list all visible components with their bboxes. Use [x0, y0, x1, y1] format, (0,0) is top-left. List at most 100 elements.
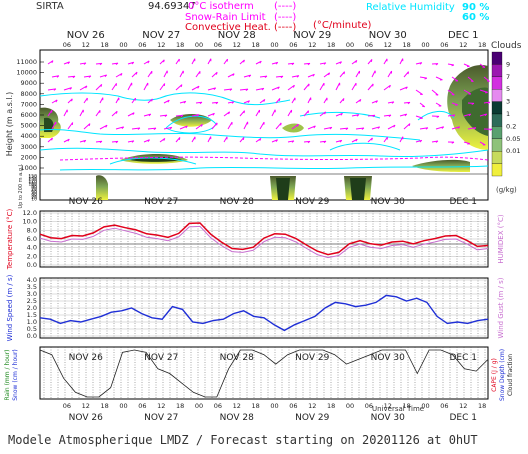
colorbar-swatch [492, 126, 502, 138]
wind-arrow-head [373, 84, 374, 86]
hour-label: 06 [138, 41, 146, 49]
colorbar-unit: (g/kg) [496, 186, 517, 194]
day-label: DEC 1 [450, 413, 478, 423]
wind-gust-axis-label: Wind Gust (m / s) [497, 277, 505, 338]
day-label: NOV 28 [220, 353, 254, 363]
colorbar-label: 0.2 [506, 122, 516, 130]
temperature-tick-label: 4.0 [27, 244, 37, 252]
wind-speed-axis-label: Wind Speed (m / s) [6, 274, 14, 341]
hour-label: 00 [346, 402, 354, 410]
wind-tick-labels: 4.03.53.02.52.01.51.00.50.0 [27, 276, 37, 340]
day-label: NOV 30 [369, 30, 407, 41]
height-tick-label: 3000 [20, 143, 37, 151]
wind-arrow-head [408, 72, 409, 74]
colorbar-swatch [492, 102, 502, 114]
wind-arrow-head [281, 123, 282, 125]
hour-label: 00 [119, 402, 127, 410]
hour-label: 06 [440, 402, 448, 410]
station-name: SIRTA [36, 1, 64, 12]
hour-label: 18 [402, 41, 410, 49]
height-axis-label-low: Up to 200 m a.g.l. [18, 163, 24, 208]
hour-label: 18 [100, 41, 108, 49]
snow-axis-label: Snow (cm / hour) [12, 349, 19, 401]
colorbar-label: 1 [506, 110, 510, 118]
wind-arrow-head [164, 60, 165, 62]
day-label: NOV 29 [295, 197, 329, 207]
cloud-blob [276, 178, 290, 200]
hour-label: 12 [157, 402, 165, 410]
hour-label: 00 [421, 41, 429, 49]
hour-label: 12 [308, 402, 316, 410]
colorbar-label: 0.05 [506, 135, 520, 143]
legend-rh-60: 60 % [462, 12, 489, 23]
hour-label: 06 [214, 402, 222, 410]
colorbar-label: 5 [506, 85, 510, 93]
hour-label: 18 [327, 41, 335, 49]
wind-arrow-head [467, 144, 469, 145]
wind-arrow-head [308, 111, 309, 113]
wind-arrow-head [72, 99, 73, 101]
height-tick-label: 6000 [20, 111, 37, 119]
day-label: DEC 1 [450, 353, 478, 363]
legend-isotherm-dash: (----) [274, 1, 296, 12]
temperature-tick-label: 2.0 [27, 252, 37, 260]
height-tick-label: 4000 [20, 132, 37, 140]
cape-axis-label: CAPE (J / g) [491, 358, 498, 392]
day-label: DEC 1 [450, 197, 478, 207]
humidex-axis-label: HUMIDEX (°C) [497, 214, 505, 263]
temperature-tick-labels: 12.010.08.06.04.02.00.0 [23, 209, 37, 269]
hour-label: 00 [346, 41, 354, 49]
hour-label: 18 [478, 402, 486, 410]
temperature-axis-label: Temperature (°C) [6, 209, 14, 271]
hour-label: 00 [270, 41, 278, 49]
forecast-title: Modele Atmospherique LMDZ / Forecast sta… [8, 433, 478, 447]
legend-rh: Relative Humidity [366, 2, 455, 13]
hour-label: 06 [63, 402, 71, 410]
hour-label: 06 [289, 41, 297, 49]
hour-label: 06 [63, 41, 71, 49]
colorbar-swatch [492, 114, 502, 126]
hour-label: 18 [251, 41, 259, 49]
hour-label: 18 [176, 402, 184, 410]
day-label: NOV 30 [371, 197, 405, 207]
day-label: NOV 26 [69, 197, 103, 207]
day-label: NOV 28 [220, 413, 254, 423]
hour-label: 12 [157, 41, 165, 49]
wind-arrow-head [101, 84, 102, 86]
colorbar-label: 3 [506, 98, 510, 106]
day-label: NOV 28 [218, 30, 256, 41]
wind-panel: 4.03.53.02.52.01.51.00.50.0 Wind Speed (… [6, 274, 505, 341]
hour-label: 12 [82, 41, 90, 49]
day-label: NOV 26 [69, 413, 103, 423]
wind-grid [40, 278, 488, 338]
colorbar-swatch [492, 64, 502, 76]
colorbar-label: 7 [506, 73, 510, 81]
hour-label: 06 [365, 41, 373, 49]
colorbar-swatch [492, 89, 502, 101]
hour-label: 12 [82, 402, 90, 410]
hour-label: 06 [138, 402, 146, 410]
colorbar-swatches [492, 52, 502, 176]
day-label: NOV 29 [295, 413, 329, 423]
day-label: NOV 29 [293, 30, 331, 41]
wind-arrow-head [136, 72, 137, 74]
height-axis-label: Height (m a.s.l.) [5, 92, 14, 157]
height-tick-label: 10000 [16, 69, 37, 77]
x-axis-title: Universal Time [372, 405, 424, 413]
hour-label: 12 [233, 41, 241, 49]
hour-label: 12 [384, 41, 392, 49]
colorbar-title: Clouds [491, 41, 522, 51]
hour-label: 00 [270, 402, 278, 410]
hour-label: 18 [327, 402, 335, 410]
day-label: NOV 30 [371, 413, 405, 423]
height-tick-label: 2000 [20, 153, 37, 161]
day-label: NOV 28 [220, 197, 254, 207]
colorbar-label: 0.01 [506, 147, 520, 155]
